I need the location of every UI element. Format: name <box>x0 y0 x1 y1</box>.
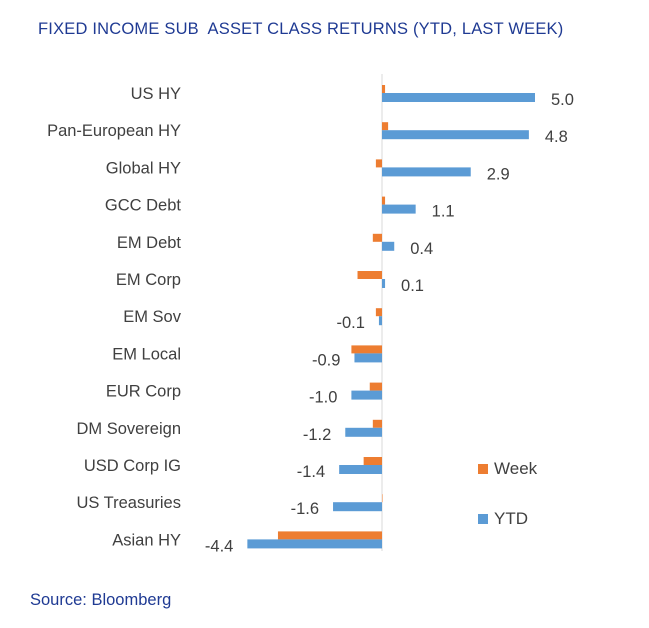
category-label: EUR Corp <box>106 383 181 401</box>
week-bar <box>375 308 382 317</box>
category-label: GCC Debt <box>105 197 182 215</box>
week-bar <box>351 345 382 354</box>
ytd-bar <box>382 279 386 288</box>
ytd-bar <box>382 167 471 177</box>
ytd-data-label: -0.9 <box>312 351 340 369</box>
ytd-bar <box>339 465 382 474</box>
legend-week: Week <box>478 459 537 479</box>
category-label: EM Corp <box>116 271 181 289</box>
category-label: US HY <box>131 85 181 103</box>
ytd-data-label: -1.0 <box>309 389 337 407</box>
week-bar <box>357 271 382 279</box>
category-label: Asian HY <box>112 531 181 549</box>
week-bar <box>382 196 386 205</box>
legend-week-label: Week <box>494 459 538 478</box>
week-bar <box>369 382 382 391</box>
week-bar <box>372 233 382 242</box>
ytd-bar <box>333 502 382 512</box>
category-label: EM Sov <box>123 308 182 326</box>
week-bar <box>363 457 382 465</box>
ytd-bar <box>382 241 395 251</box>
legend-week-swatch <box>478 464 488 474</box>
week-bar <box>382 494 383 503</box>
ytd-bar <box>382 204 416 214</box>
legend-ytd-swatch <box>478 514 488 524</box>
legend-ytd: YTD <box>478 509 528 529</box>
ytd-data-label: 4.8 <box>545 128 568 146</box>
ytd-data-label: -1.6 <box>291 500 319 518</box>
week-bar <box>382 85 386 93</box>
ytd-data-label: -1.2 <box>303 426 331 444</box>
category-label: US Treasuries <box>76 494 181 512</box>
week-bar <box>277 531 382 540</box>
ytd-data-label: 1.1 <box>432 203 455 221</box>
week-bar <box>375 159 382 168</box>
ytd-bar <box>354 353 382 363</box>
ytd-data-label: -4.4 <box>205 537 233 555</box>
ytd-bar <box>382 130 529 140</box>
week-bar <box>372 419 382 428</box>
ytd-bar <box>378 316 382 326</box>
ytd-data-label: 0.4 <box>410 240 433 258</box>
ytd-bar <box>382 93 535 102</box>
category-label: Global HY <box>106 159 181 177</box>
ytd-data-label: -0.1 <box>337 314 365 332</box>
week-bar <box>382 122 389 131</box>
source-note: Source: Bloomberg <box>30 591 172 609</box>
category-label: EM Debt <box>117 234 182 252</box>
ytd-data-label: 0.1 <box>401 277 424 295</box>
ytd-data-label: 2.9 <box>487 165 510 183</box>
ytd-bar <box>345 427 382 437</box>
ytd-data-label: 5.0 <box>551 91 574 109</box>
category-label: Pan-European HY <box>47 122 181 140</box>
category-label: DM Sovereign <box>76 420 181 438</box>
chart-title: FIXED INCOME SUB ASSET CLASS RETURNS (YT… <box>38 20 564 38</box>
category-label: USD Corp IG <box>84 457 181 475</box>
ytd-data-label: -1.4 <box>297 463 325 481</box>
legend-ytd-label: YTD <box>494 509 528 528</box>
ytd-bar <box>351 390 382 400</box>
ytd-bar <box>247 539 382 549</box>
category-label: EM Local <box>112 345 181 363</box>
